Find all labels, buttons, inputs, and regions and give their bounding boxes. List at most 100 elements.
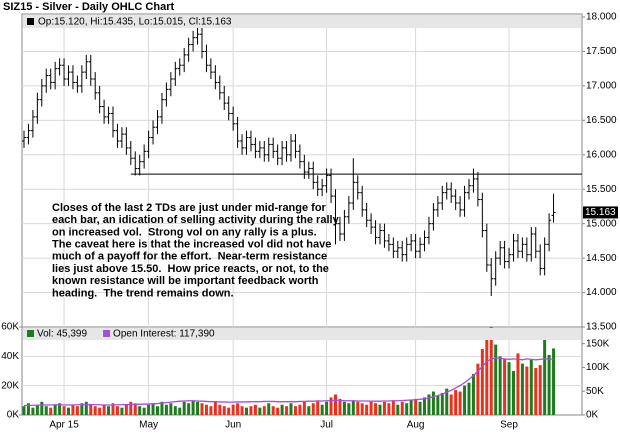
y-tick-label: 17.000 [586,81,617,92]
volume-bar [280,404,284,415]
volume-bar [338,398,342,415]
volume-bar [552,348,556,415]
last-price-box [583,206,618,219]
y-tick-label: 14.000 [586,287,617,298]
volume-bar [173,406,177,415]
volume-bar [253,404,257,415]
legend-swatch [103,330,111,337]
legend-swatch [27,330,34,337]
volume-bar [382,401,386,415]
volume-bar [298,404,302,415]
volume-bar [329,397,333,415]
volume-bar [320,404,324,415]
volume-bar [547,354,551,415]
y-tick-label: 40K [1,351,19,362]
volume-bar [391,400,395,415]
volume-bar [525,366,529,415]
x-tick-label: Aug [407,420,425,431]
x-tick-label: May [139,420,158,431]
y-tick-label: 60K [1,322,19,333]
volume-bar [463,385,467,415]
y-tick-label: 18.000 [586,12,617,23]
volume-bar [498,356,502,415]
y-tick-label: 16.500 [586,115,617,126]
volume-bar [440,393,444,415]
volume-bar [49,407,53,415]
volume-bar [302,401,306,415]
volume-bar [378,404,382,415]
marks [22,27,582,415]
chart-title: SIZ15 - Silver - Daily OHLC Chart [3,1,174,13]
volume-bar [196,401,200,415]
volume-bar [396,404,400,415]
volume-legend-bg [23,328,581,340]
volume-bar [427,394,431,415]
overlay: 13.500 14.000 14.500 15.000 15.500 16.000 16.5… [1,12,618,431]
volume-bar [365,404,369,415]
volume-bar [84,401,88,415]
annotation: each bar, an idication of selling activi… [52,214,340,226]
y2-tick-label: 0K [586,410,599,421]
volume-bar [142,407,146,415]
volume-bar [164,404,168,415]
y-tick-label: 14.500 [586,253,617,264]
volume-bar [218,404,222,415]
volume-bar [471,373,475,415]
volume-bar [454,390,458,415]
volume-bar [512,371,515,415]
volume-bar [503,359,507,415]
volume-bar [169,403,173,415]
volume-bar [494,344,498,415]
x-tick-label: Apr 15 [49,420,79,431]
volume-bar [431,391,435,415]
volume-bar [111,403,115,415]
volume-bar [26,403,30,415]
volume-bar [325,401,329,415]
volume-bar [476,363,480,415]
y-tick-label: 16.000 [586,149,617,160]
annotation: lies just above 15.50. How price reacts,… [52,263,329,275]
volume-bar [35,404,39,415]
volume-bar [271,406,275,415]
volume-bar [40,401,44,415]
volume-bar [62,406,66,415]
y2-tick-label: 100K [586,362,610,373]
volume-bar [31,407,35,415]
volume-bar [534,368,538,415]
volume-bar [222,406,226,415]
volume-bar [44,406,48,415]
volume-bar [449,394,453,415]
price-panel [21,13,583,328]
volume-bar [138,406,142,415]
annotation: known resistance will be important feedb… [52,275,319,287]
x-tick-label: Sep [500,420,518,431]
volume-bar [120,407,124,415]
volume-bar [191,400,195,415]
volume-bar [98,407,102,415]
volume-bar [293,406,297,415]
y-tick-label: 13.500 [586,322,617,333]
price-legend-bg [23,15,581,28]
volume-bar [467,382,471,415]
volume-bar [543,338,547,415]
volume-bar [538,365,542,415]
y-tick-label: 15.500 [586,184,617,195]
annotation: heading. The trend remains down. [52,287,234,299]
volume-bar [160,401,164,415]
y-tick-label: 17.500 [586,46,617,57]
y2-tick-label: 150K [586,338,610,349]
volume-bar [182,401,186,415]
volume-bar [369,401,373,415]
annotation: Closes of the last 2 TDs are just under … [52,202,327,214]
open-interest-line [24,357,554,407]
volume-bar [307,406,311,415]
volume-panel [21,326,583,416]
volume-bar [285,406,289,415]
volume-bar [347,403,351,415]
volume-bar [480,349,484,415]
volume-bar [22,406,26,415]
volume-bar [236,403,240,415]
volume-bar [387,403,391,415]
volume-bar [507,362,511,415]
